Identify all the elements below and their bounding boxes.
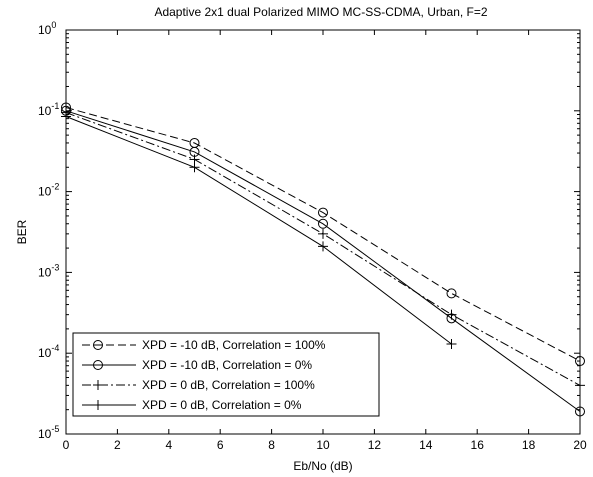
legend-entry: XPD = 0 dB, Correlation = 0%: [82, 398, 302, 412]
legend-label: XPD = 0 dB, Correlation = 0%: [142, 398, 302, 412]
x-axis-label: Eb/No (dB): [293, 459, 352, 473]
plus-marker: [446, 338, 457, 349]
plus-marker: [61, 111, 71, 122]
series-line: [65, 107, 581, 362]
legend-box: [72, 332, 380, 417]
x-tick-label: 6: [217, 438, 224, 452]
y-tick-label: 10-2: [38, 182, 59, 199]
plus-marker: [446, 309, 457, 320]
circle-marker: [318, 218, 328, 229]
legend-label: XPD = 0 dB, Correlation = 100%: [142, 378, 315, 392]
x-tick-label: 0: [63, 438, 70, 452]
circle-marker: [446, 288, 457, 299]
chart-title: Adaptive 2x1 dual Polarized MIMO MC-SS-C…: [154, 5, 487, 19]
y-tick-label: 10-4: [38, 343, 59, 360]
circle-marker: [318, 207, 328, 218]
plus-marker: [318, 241, 328, 252]
x-tick-label: 4: [165, 438, 172, 452]
plus-marker: [93, 380, 103, 390]
circle-marker: [575, 356, 585, 367]
legend-label: XPD = -10 dB, Correlation = 100%: [142, 338, 326, 352]
plus-marker: [93, 400, 103, 410]
series-line: [65, 110, 581, 412]
series-1: [61, 102, 585, 367]
legend-label: XPD = -10 dB, Correlation = 0%: [142, 358, 312, 372]
x-tick-label: 20: [573, 438, 587, 452]
plus-marker: [189, 162, 200, 173]
x-tick-label: 10: [316, 438, 330, 452]
legend-entry: XPD = -10 dB, Correlation = 100%: [82, 338, 326, 352]
circle-marker: [93, 340, 103, 350]
x-axis-ticks: 0 2 4 6 8 10 12 14 16 18 20: [63, 30, 587, 452]
legend-entry: XPD = 0 dB, Correlation = 100%: [82, 378, 315, 392]
plus-marker: [575, 380, 585, 391]
x-tick-label: 12: [368, 438, 382, 452]
y-axis-label: BER: [15, 219, 29, 244]
y-tick-label: 10-3: [38, 262, 59, 279]
x-tick-label: 14: [419, 438, 433, 452]
x-tick-label: 8: [268, 438, 275, 452]
circle-marker: [93, 360, 103, 370]
legend-entry: XPD = -10 dB, Correlation = 0%: [82, 358, 312, 372]
y-axis-ticks: 10-5 10-4 10-3 10-2 10-1 100: [38, 20, 580, 441]
series-line: [65, 116, 452, 345]
series-4: [61, 111, 457, 349]
x-tick-label: 16: [471, 438, 485, 452]
series-layer: [61, 102, 585, 417]
circle-marker: [575, 406, 585, 417]
y-tick-label: 10-1: [38, 101, 59, 118]
legend: XPD = -10 dB, Correlation = 100% XPD = -1…: [72, 332, 380, 417]
x-tick-label: 2: [114, 438, 121, 452]
plus-marker: [318, 228, 328, 239]
y-tick-label: 10-5: [38, 424, 59, 441]
x-tick-label: 18: [522, 438, 536, 452]
y-tick-label: 100: [38, 20, 56, 37]
